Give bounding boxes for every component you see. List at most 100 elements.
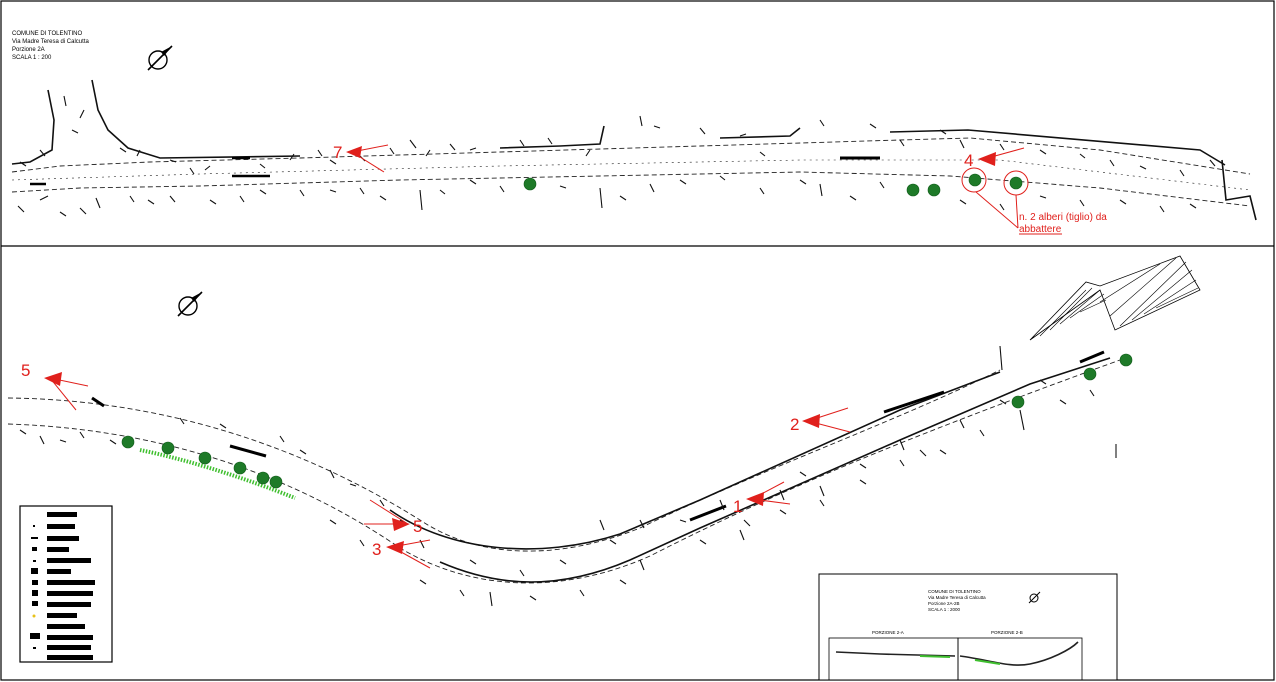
- road-edge-south: [11, 171, 1251, 207]
- note-line-2: abbattere: [1019, 224, 1062, 235]
- leader-line: [1015, 194, 1019, 229]
- tree-icon: [1119, 353, 1133, 367]
- legend-bar: [47, 591, 93, 596]
- legend-bar: [47, 569, 71, 574]
- tree-icon: [233, 461, 247, 475]
- legend-symbol: [32, 580, 38, 585]
- tree-icon: [161, 441, 175, 455]
- tree-icon: [1009, 176, 1023, 190]
- marker-label: 2: [790, 415, 799, 434]
- road-edge-north: [11, 137, 1251, 175]
- road-centerline: [11, 159, 1251, 191]
- inset-portion-a-label: PORZIONE 2-A: [872, 630, 904, 635]
- legend-symbol: [33, 647, 36, 649]
- legend-bar: [47, 655, 93, 660]
- legend-bar: [47, 645, 91, 650]
- legend-symbol: [31, 537, 38, 539]
- tree-highlight-circle: [961, 167, 987, 193]
- marker-4[interactable]: 4: [964, 147, 1025, 170]
- legend-bar: [47, 602, 91, 607]
- legend-symbol: [30, 633, 40, 639]
- inset-title-2: Via Madre Teresa di Calcutta: [928, 595, 986, 600]
- marker-label: 4: [964, 151, 973, 170]
- leader-line: [975, 191, 1019, 229]
- inset-portion-b-frame: [957, 637, 1083, 681]
- title-line-1: COMUNE DI TOLENTINO: [12, 31, 82, 37]
- legend-symbol: [32, 614, 36, 618]
- legend-bar: [47, 613, 77, 618]
- inset-frame: [818, 573, 1118, 681]
- tree-icon: [198, 451, 212, 465]
- tree-icon: [927, 183, 941, 197]
- marker-5-curve[interactable]: 5: [364, 499, 422, 536]
- top-panel: COMUNE DI TOLENTINO Via Madre Teresa di …: [11, 31, 1257, 235]
- title-line-2: Via Madre Teresa di Calcutta: [12, 39, 89, 45]
- title-block: COMUNE DI TOLENTINO Via Madre Teresa di …: [12, 31, 89, 61]
- legend-bar: [47, 512, 77, 517]
- curb-west: [11, 89, 55, 165]
- legend-bar: [47, 547, 69, 552]
- tree-icon: [906, 183, 920, 197]
- marker-label: 7: [333, 143, 342, 162]
- tree-icon: [121, 435, 135, 449]
- inset-overview: COMUNE DI TOLENTINO Via Madre Teresa di …: [818, 573, 1118, 681]
- legend-symbol: [32, 590, 38, 596]
- marker-label: 3: [372, 540, 381, 559]
- marker-5-west[interactable]: 5: [21, 361, 89, 411]
- legend-symbol: [32, 547, 37, 551]
- tree-icon: [523, 177, 537, 191]
- legend-bar: [47, 524, 75, 529]
- inset-title-1: COMUNE DI TOLENTINO: [928, 589, 981, 594]
- tree-icon: [968, 173, 982, 187]
- tree-removal-note: n. 2 alberi (tiglio) da abbattere: [1019, 212, 1107, 235]
- curb-east: [889, 129, 1226, 166]
- note-line-1: n. 2 alberi (tiglio) da: [1019, 212, 1107, 223]
- north-arrow-icon: [177, 291, 203, 317]
- north-arrow-icon: [147, 45, 173, 71]
- curb-mid: [499, 125, 605, 149]
- hatched-building: [1029, 255, 1201, 341]
- title-line-3: Porzione 2A: [12, 47, 45, 53]
- curb-end: [1221, 159, 1257, 221]
- hedge-line: [139, 448, 296, 500]
- title-line-4: SCALA 1 : 200: [12, 55, 52, 61]
- trees-bottom: [121, 353, 1133, 489]
- marker-7[interactable]: 7: [333, 143, 389, 173]
- legend-symbol: [33, 560, 36, 562]
- crossing-bar: [1079, 350, 1105, 364]
- curb-mid-2: [719, 127, 801, 139]
- inset-hedge: [919, 655, 951, 658]
- legend-symbol: [31, 568, 38, 574]
- legend-symbol: [32, 601, 38, 606]
- inset-hedge: [974, 659, 1001, 665]
- survey-ticks: [19, 345, 1095, 607]
- marker-2[interactable]: 2: [790, 407, 851, 434]
- crossing-bar: [883, 390, 945, 414]
- marker-label: 5: [413, 517, 422, 536]
- road-edge-north: [7, 369, 1001, 552]
- legend-bar: [47, 580, 95, 585]
- tree-icon: [1083, 367, 1097, 381]
- legend-bar: [47, 624, 85, 629]
- legend-bar: [47, 536, 79, 541]
- crossing-bar: [689, 504, 727, 522]
- north-arrow-icon: [1028, 591, 1041, 604]
- marker-3[interactable]: 3: [372, 539, 431, 569]
- legend-symbol: [33, 525, 35, 527]
- bottom-panel: 5 2 1 5 3: [7, 255, 1201, 681]
- tree-icon: [269, 475, 283, 489]
- marker-label: 1: [733, 497, 742, 516]
- inset-title-3: Porzione 2A-2B: [928, 601, 960, 606]
- inset-title-4: SCALA 1 : 2000: [928, 607, 961, 612]
- curb-south: [439, 357, 1111, 583]
- legend-bar: [47, 558, 91, 563]
- survey-ticks: [17, 95, 1216, 217]
- tree-icon: [256, 471, 270, 485]
- inset-portion-b-label: PORZIONE 2-B: [991, 630, 1023, 635]
- tree-icon: [1011, 395, 1025, 409]
- trees-top: [523, 167, 1029, 229]
- marker-1[interactable]: 1: [733, 481, 791, 516]
- marker-label: 5: [21, 361, 30, 380]
